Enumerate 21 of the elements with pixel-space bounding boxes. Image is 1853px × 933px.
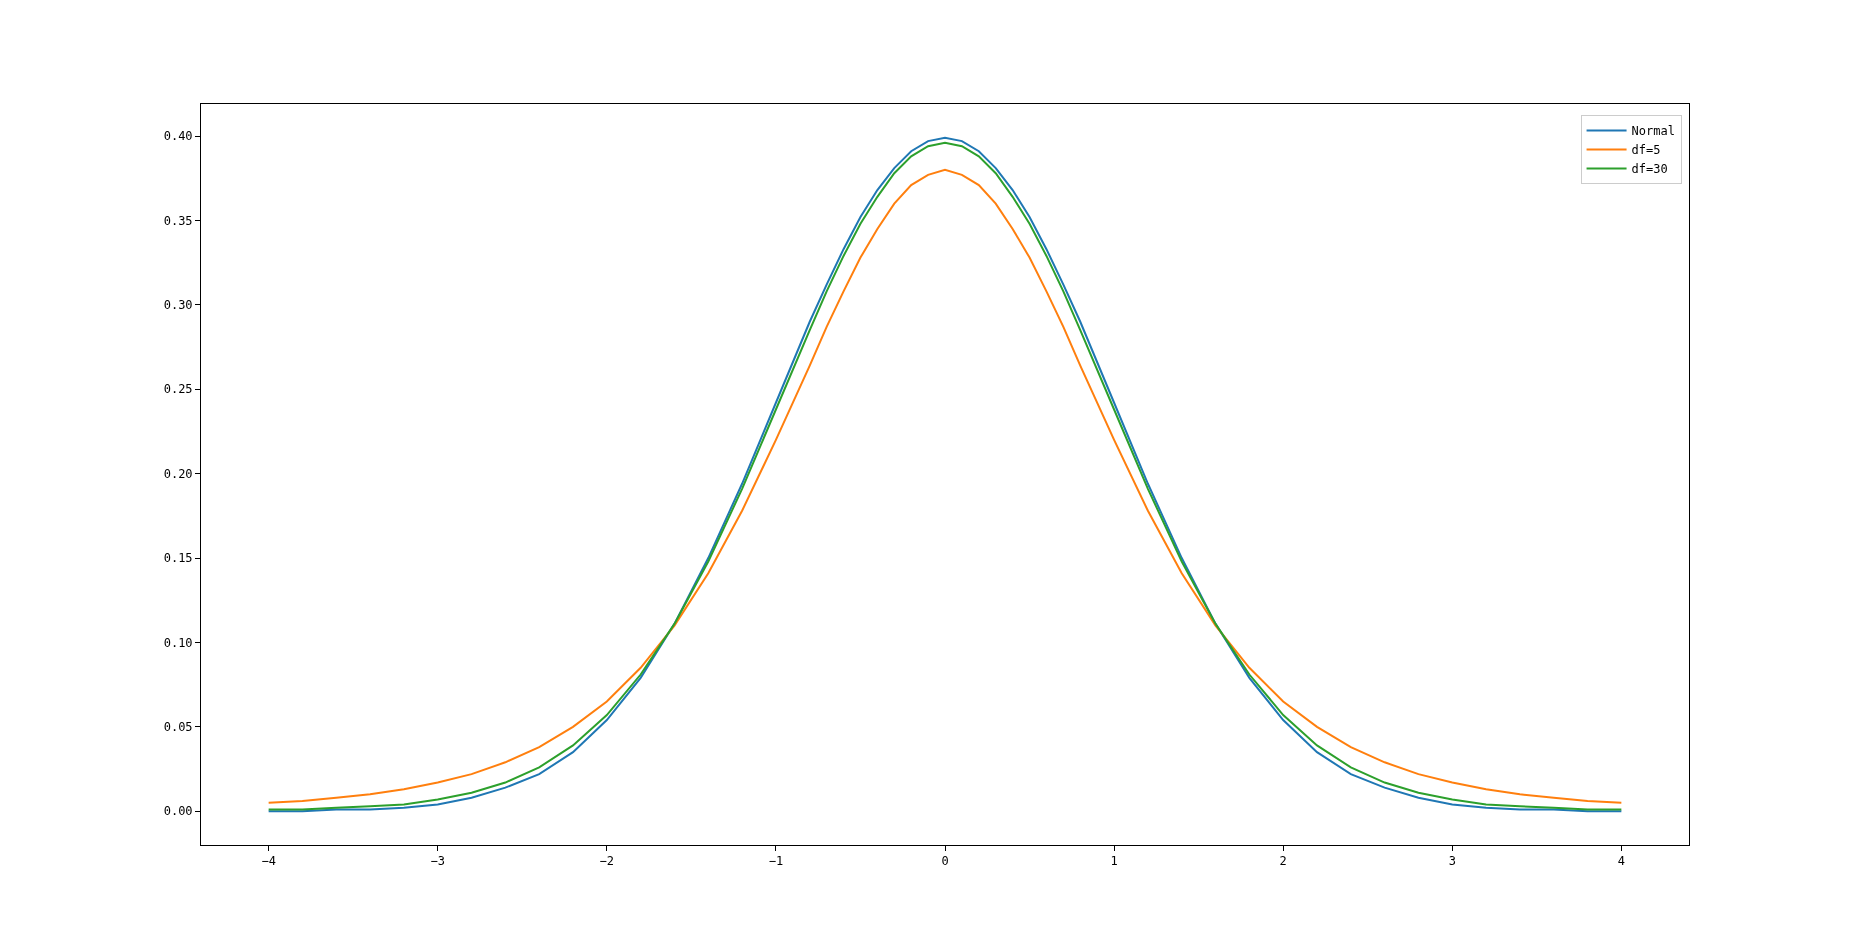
y-tick-label: 0.35 [163, 213, 193, 228]
legend-label: df=5 [1631, 143, 1661, 158]
x-tick-label: 4 [1617, 854, 1625, 869]
x-tick-label: 1 [1110, 854, 1118, 869]
y-tick-label: 0.40 [163, 129, 193, 144]
x-tick-label: −4 [261, 854, 276, 869]
legend-label: Normal [1631, 124, 1675, 139]
y-tick-label: 0.30 [163, 298, 193, 313]
legend-label: df=30 [1631, 162, 1668, 177]
x-tick-label: 0 [941, 854, 949, 869]
y-tick-label: 0.00 [163, 804, 193, 819]
y-tick-label: 0.10 [163, 635, 193, 650]
y-tick-label: 0.15 [163, 551, 193, 566]
x-tick-label: −2 [599, 854, 615, 869]
y-tick-label: 0.25 [163, 382, 193, 397]
x-tick-label: −1 [768, 854, 784, 869]
x-tick-label: 2 [1279, 854, 1287, 869]
y-tick-label: 0.05 [163, 720, 193, 735]
x-tick-label: −3 [430, 854, 445, 869]
y-tick-label: 0.20 [163, 466, 193, 481]
x-tick-label: 3 [1448, 854, 1456, 869]
